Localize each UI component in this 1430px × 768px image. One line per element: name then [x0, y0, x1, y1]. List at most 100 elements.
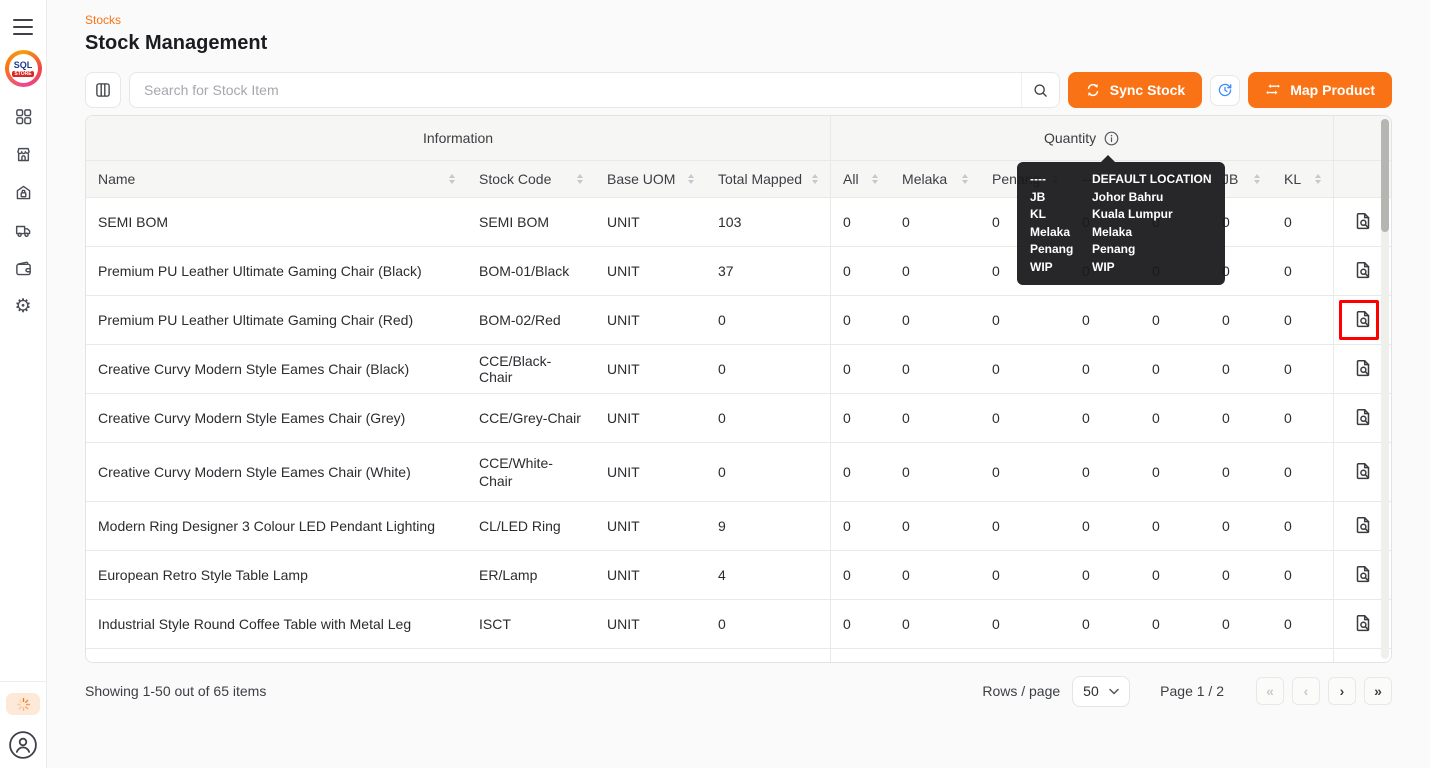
- sort-icon[interactable]: [577, 174, 583, 184]
- sort-icon[interactable]: [812, 174, 819, 184]
- cell-qty-penang: 0: [980, 442, 1071, 501]
- footer: Showing 1-50 out of 65 items Rows / page…: [85, 675, 1392, 707]
- file-search-icon: [1356, 462, 1369, 479]
- page-title: Stock Management: [85, 32, 268, 54]
- sidebar-item-dashboard[interactable]: [13, 106, 33, 126]
- col-header-stock-code[interactable]: Stock Code: [467, 160, 595, 197]
- cell-total-mapped: 0: [706, 599, 831, 648]
- rows-per-page-value: 50: [1083, 683, 1099, 699]
- next-page-button[interactable]: ›: [1328, 677, 1356, 705]
- cell-stock-code: ISCT: [467, 599, 595, 648]
- sort-icon[interactable]: [1122, 174, 1129, 184]
- view-stock-detail-button[interactable]: [1353, 407, 1373, 427]
- cell-stock-code: CCE/Grey-Chair: [467, 393, 595, 442]
- sidebar-bottom: [0, 681, 46, 768]
- sidebar-item-delivery[interactable]: [13, 220, 33, 240]
- col-header-total-mapped[interactable]: Total Mapped: [706, 160, 831, 197]
- cell-qty-default: 0: [1070, 599, 1141, 648]
- sync-icon: [1087, 83, 1098, 97]
- cell-qty-penang: 0: [980, 501, 1071, 550]
- sort-icon[interactable]: [1254, 174, 1261, 184]
- sort-icon[interactable]: [449, 174, 455, 184]
- cell-total-mapped: 37: [706, 246, 831, 295]
- sidebar-item-store[interactable]: [13, 144, 33, 164]
- col-header-all[interactable]: All: [830, 160, 891, 197]
- table-scrollbar-track[interactable]: [1381, 119, 1389, 659]
- col-header-kl[interactable]: KL: [1272, 160, 1334, 197]
- view-stock-detail-button[interactable]: [1353, 358, 1373, 378]
- sidebar-item-settings[interactable]: ⚙: [13, 296, 33, 316]
- cell-base-uom: UNIT: [595, 550, 706, 599]
- last-page-button[interactable]: »: [1364, 677, 1392, 705]
- cell-qty-kl: 0: [1272, 344, 1334, 393]
- table-row: Creative Curvy Modern Style Eames Chair …: [86, 344, 1391, 393]
- col-header-melaka[interactable]: Melaka: [890, 160, 981, 197]
- map-product-button[interactable]: Map Product: [1248, 72, 1392, 108]
- rows-per-page-select[interactable]: 50: [1072, 675, 1131, 707]
- view-stock-detail-button[interactable]: [1353, 564, 1373, 584]
- sidebar-item-warehouse[interactable]: [13, 182, 33, 202]
- file-search-icon: [1356, 359, 1369, 376]
- cell-stock-code: CCE/Black-Chair: [467, 344, 595, 393]
- cell-qty-melaka: 0: [890, 550, 981, 599]
- cell-name: Creative Curvy Modern Style Eames Chair …: [86, 393, 467, 442]
- cell-qty-jb: 0: [1210, 393, 1273, 442]
- cell-total-mapped: 4: [706, 550, 831, 599]
- table-row: Creative Curvy Modern Style Eames Chair …: [86, 442, 1391, 501]
- cell-qty-penang: 0: [980, 246, 1071, 295]
- menu-icon[interactable]: [13, 19, 33, 35]
- search-input[interactable]: [130, 73, 1021, 107]
- rows-per-page-label: Rows / page: [982, 683, 1061, 699]
- sort-icon[interactable]: [872, 174, 879, 184]
- col-header-wip[interactable]: WIP: [1140, 160, 1211, 197]
- col-header-default[interactable]: ----: [1070, 160, 1141, 197]
- sort-icon[interactable]: [962, 174, 969, 184]
- breadcrumb[interactable]: Stocks: [85, 13, 122, 27]
- sidebar-item-wallet[interactable]: [13, 258, 33, 278]
- view-stock-detail-button[interactable]: [1353, 260, 1373, 280]
- cell-qty-penang: 0: [980, 599, 1071, 648]
- info-icon[interactable]: [1103, 130, 1120, 147]
- table-scrollbar-thumb[interactable]: [1381, 119, 1389, 232]
- truck-icon: [15, 225, 30, 237]
- file-search-icon: [1356, 565, 1369, 582]
- cell-qty-jb: 0: [1210, 197, 1273, 246]
- cell-qty-all: 0: [830, 246, 891, 295]
- table-row-partial: [86, 648, 1391, 662]
- file-search-icon: [1356, 614, 1369, 631]
- sort-icon[interactable]: [1315, 174, 1322, 184]
- sidebar-nav: ⚙: [13, 106, 33, 316]
- app-logo[interactable]: SQL STORE: [4, 50, 42, 87]
- cell-qty-kl: 0: [1272, 246, 1334, 295]
- cell-qty-wip: 0: [1140, 344, 1211, 393]
- first-page-button[interactable]: «: [1256, 677, 1284, 705]
- columns-view-button[interactable]: [85, 72, 121, 108]
- sort-icon[interactable]: [1192, 174, 1199, 184]
- sort-icon[interactable]: [688, 174, 694, 184]
- sync-history-button[interactable]: [1210, 74, 1241, 106]
- view-stock-detail-button[interactable]: [1353, 515, 1373, 535]
- col-header-base-uom[interactable]: Base UOM: [595, 160, 706, 197]
- user-avatar[interactable]: [8, 730, 38, 760]
- file-search-icon: [1356, 516, 1369, 533]
- cell-qty-default: 0: [1070, 197, 1141, 246]
- col-header-name[interactable]: Name: [86, 160, 467, 197]
- table-row: Premium PU Leather Ultimate Gaming Chair…: [86, 295, 1391, 344]
- sync-stock-button[interactable]: Sync Stock: [1067, 72, 1203, 108]
- sidebar: SQL STORE: [0, 0, 47, 768]
- cell-qty-wip: 0: [1140, 442, 1211, 501]
- cell-qty-melaka: 0: [890, 599, 981, 648]
- view-stock-detail-button[interactable]: [1353, 309, 1373, 329]
- stock-table-card: Information Quantity Name Stock Code Bas…: [85, 115, 1392, 663]
- view-stock-detail-button[interactable]: [1353, 211, 1373, 231]
- search-button[interactable]: [1020, 73, 1059, 107]
- sort-icon[interactable]: [1052, 174, 1059, 184]
- group-header-row: Information Quantity: [86, 116, 1391, 160]
- view-stock-detail-button[interactable]: [1353, 613, 1373, 633]
- cell-qty-wip: 0: [1140, 393, 1211, 442]
- col-header-penang[interactable]: Penang: [980, 160, 1071, 197]
- view-stock-detail-button[interactable]: [1353, 461, 1373, 481]
- logo-text: SQL: [13, 59, 33, 70]
- prev-page-button[interactable]: ‹: [1292, 677, 1320, 705]
- col-header-jb[interactable]: JB: [1210, 160, 1273, 197]
